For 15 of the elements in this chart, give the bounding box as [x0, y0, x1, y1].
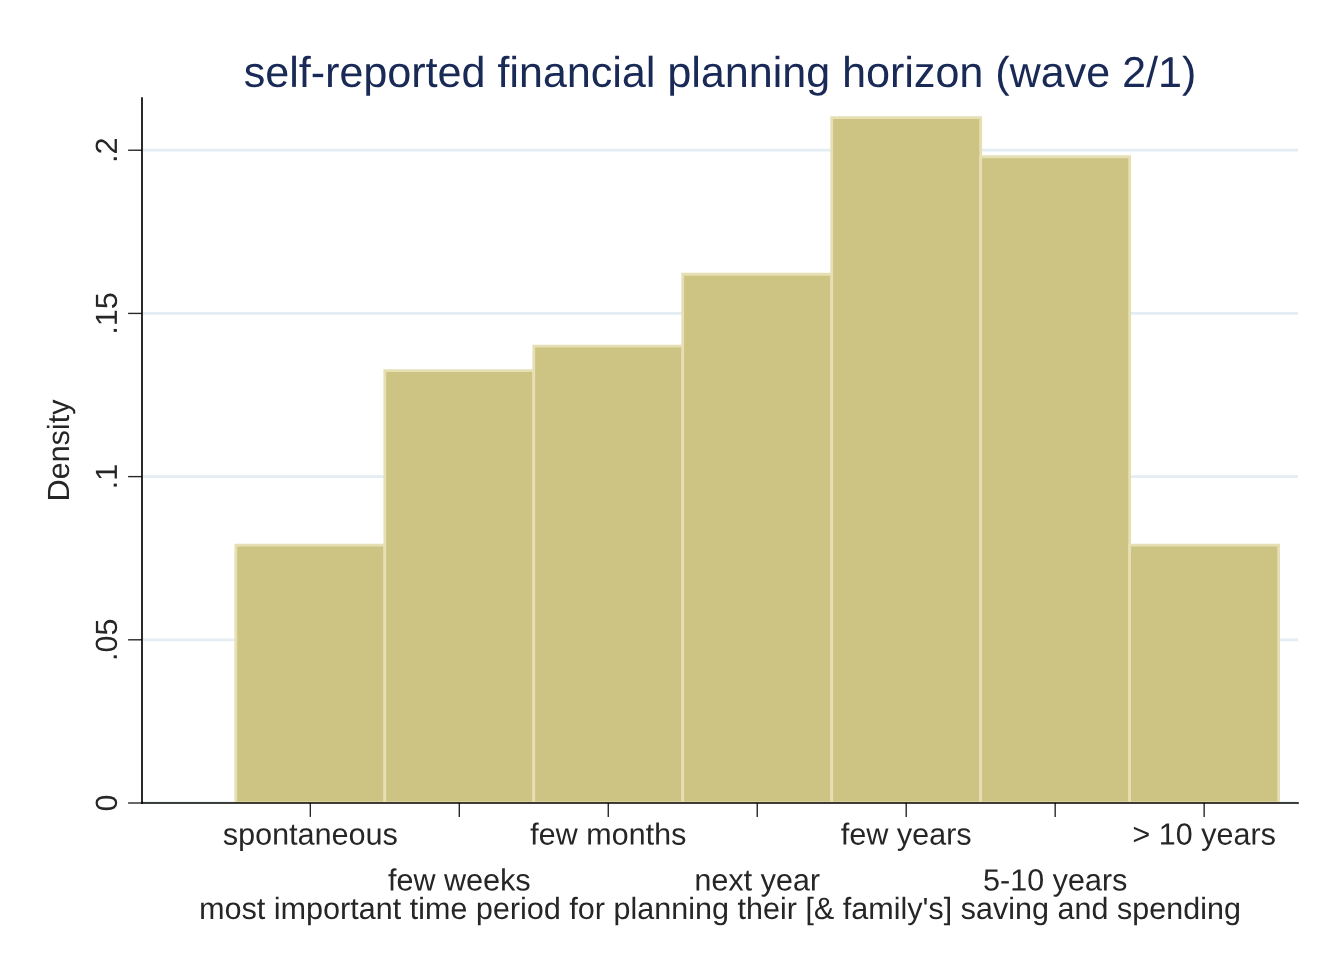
x-tick-label: spontaneous: [223, 824, 397, 851]
y-tick-label: .1: [95, 465, 117, 487]
x-tick-label: > 10 years: [1133, 823, 1275, 851]
y-tick-label: .15: [95, 293, 118, 332]
x-tick-label: few months: [530, 822, 686, 845]
chart-title: self-reported financial planning horizon (wave 2/1): [244, 55, 1194, 96]
x-tick-label: 5-10 years: [984, 869, 1127, 897]
y-tick-label: 0: [95, 795, 118, 811]
x-tick-label: few weeks: [388, 868, 530, 891]
x-tick-label: next year: [696, 870, 820, 897]
x-axis-title: most important time period for planning their [& family's] saving and spending: [201, 896, 1239, 926]
y-tick-label: .2: [95, 139, 117, 161]
x-tick-label: few years: [841, 822, 971, 851]
y-tick-label: .05: [95, 619, 118, 659]
y-axis-title: Density: [46, 399, 76, 499]
